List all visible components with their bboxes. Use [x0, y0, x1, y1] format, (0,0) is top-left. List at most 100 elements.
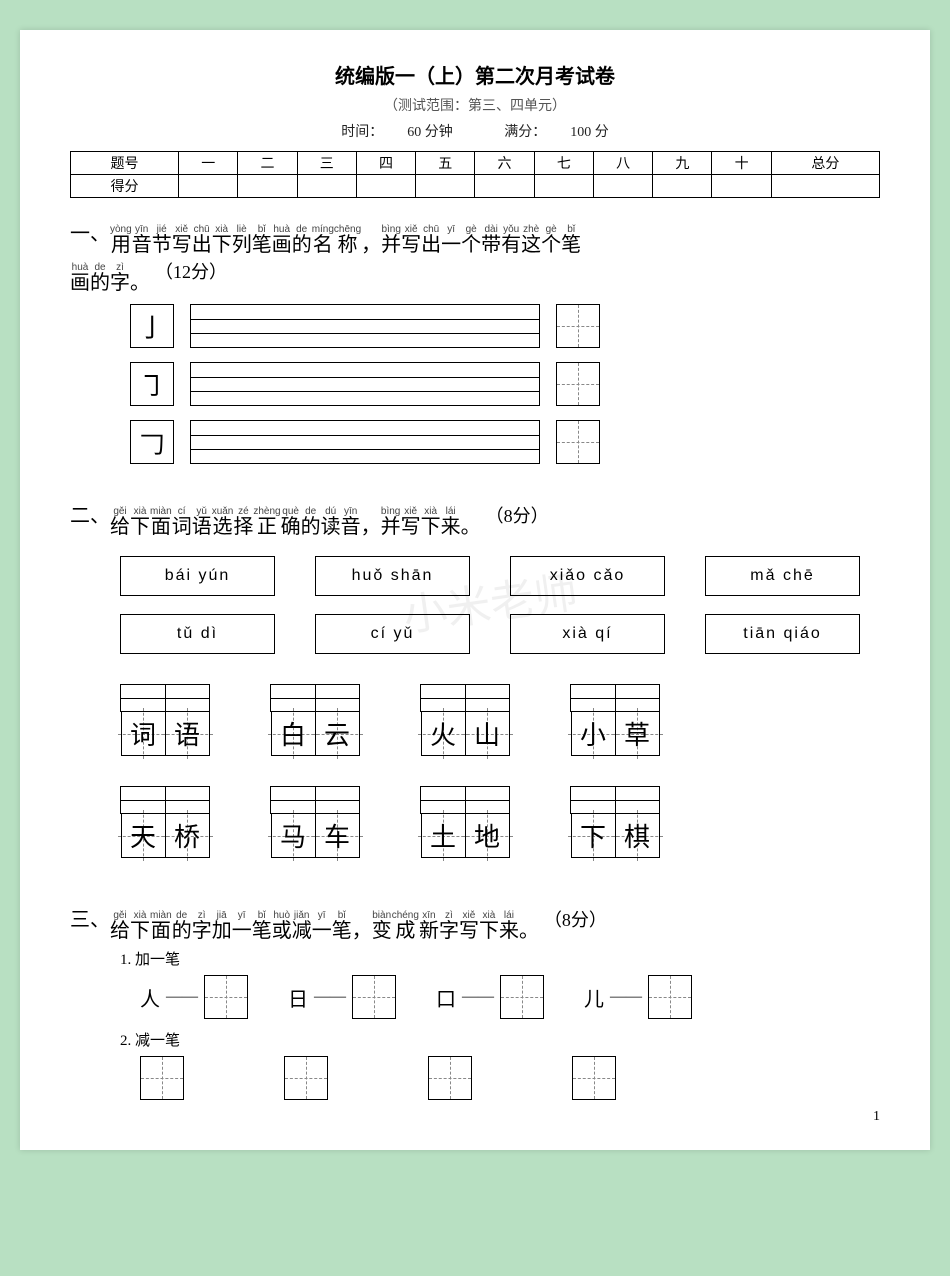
q2-words-row2: 天桥马车土地下棋 — [120, 786, 880, 858]
char-cell: 白 — [271, 711, 316, 756]
ruby-char: jiā加 — [212, 911, 232, 943]
char-cell: 火 — [421, 711, 466, 756]
char-cell: 语 — [165, 711, 210, 756]
word-block: 土地 — [420, 786, 510, 858]
write-box — [140, 1056, 184, 1100]
q2-points: （8分） — [486, 506, 549, 526]
ruby-char: huà画 — [272, 225, 292, 257]
time-label: 时间： — [341, 125, 383, 140]
ruby-char: bǐ笔 — [332, 911, 352, 943]
pinyin-grid — [420, 786, 510, 814]
score-blank-cell — [238, 175, 297, 198]
ruby-char: dú读 — [321, 507, 341, 539]
ruby-char: xiě写 — [459, 911, 479, 943]
write-box — [352, 975, 396, 1019]
write-box — [648, 975, 692, 1019]
pinyin-option: tǔ dì — [120, 614, 275, 654]
stroke-row: 𠃌 — [130, 420, 880, 464]
word-block: 词语 — [120, 684, 210, 756]
score-header-cell: 三 — [297, 152, 356, 175]
score-header-cell: 五 — [416, 152, 475, 175]
ruby-char: chū出 — [421, 225, 441, 257]
ruby-char: bǐ笔 — [561, 225, 581, 257]
ruby-char: xià下 — [421, 507, 441, 539]
q3-item: 口—— — [436, 975, 544, 1019]
q1-heading-line2: huà画de的zì字 。 （12分） — [70, 250, 880, 294]
q2-options-row1: bái yúnhuǒ shānxiǎo cǎomǎ chē — [120, 556, 880, 596]
write-box — [556, 362, 600, 406]
pinyin-option: xià qí — [510, 614, 665, 654]
q3-item — [140, 1056, 184, 1100]
pinyin-grid — [570, 684, 660, 712]
q3-item — [428, 1056, 472, 1100]
ruby-char: zì字 — [439, 911, 459, 943]
ruby-char: 。 — [519, 911, 539, 943]
score-header-cell: 总分 — [771, 152, 879, 175]
ruby-char: huà画 — [70, 263, 90, 295]
ruby-char: gěi给 — [110, 507, 130, 539]
ruby-char: zhèng正 — [253, 507, 280, 539]
ruby-char: xià下 — [130, 911, 150, 943]
ruby-char: 。 — [130, 263, 150, 295]
page-subtitle: （测试范围：第三、四单元） — [70, 95, 880, 115]
ruby-char: de的 — [90, 263, 110, 295]
pinyin-option: huǒ shān — [315, 556, 470, 596]
q3-row2 — [140, 1056, 880, 1100]
pinyin-write-box — [190, 362, 540, 406]
ruby-char: lái来 — [441, 507, 461, 539]
ruby-char: miàn面 — [150, 507, 172, 539]
q3-item — [572, 1056, 616, 1100]
ruby-char: xià下 — [130, 507, 150, 539]
q2-options-row2: tǔ dìcí yǔxià qítiān qiáo — [120, 614, 880, 654]
pinyin-grid — [270, 786, 360, 814]
score-blank-cell — [534, 175, 593, 198]
write-box — [572, 1056, 616, 1100]
ruby-char: liè列 — [232, 225, 252, 257]
q3-item — [284, 1056, 328, 1100]
ruby-char: zì字 — [110, 263, 130, 295]
time-value: 60 分钟 — [407, 125, 453, 140]
q1-points: （12分） — [155, 262, 227, 282]
score-blank-cell — [653, 175, 712, 198]
ruby-char: yī一 — [232, 911, 252, 943]
score-header-cell: 四 — [356, 152, 415, 175]
pinyin-write-box — [190, 420, 540, 464]
q2-words-row1: 词语白云火山小草 — [120, 684, 880, 756]
ruby-char: cí词 — [172, 507, 192, 539]
score-header-cell: 七 — [534, 152, 593, 175]
ruby-char: zé择 — [233, 507, 253, 539]
score-table: 题号一二三四五六七八九十总分 得分 — [70, 151, 880, 198]
score-blank-cell — [179, 175, 238, 198]
ruby-char: què确 — [281, 507, 301, 539]
ruby-char: yī一 — [312, 911, 332, 943]
ruby-char: de的 — [301, 507, 321, 539]
ruby-char: bìng并 — [381, 225, 401, 257]
score-blank-cell — [416, 175, 475, 198]
score-blank-cell — [475, 175, 534, 198]
score-header-cell: 二 — [238, 152, 297, 175]
char-cell: 小 — [571, 711, 616, 756]
char-cell: 云 — [315, 711, 360, 756]
q2-heading: 二、gěi给xià下miàn面cí词yǔ语xuǎn选zé择zhèng正què确d… — [70, 494, 880, 538]
ruby-char: xīn新 — [419, 911, 439, 943]
ruby-char: xuǎn选 — [212, 507, 234, 539]
ruby-char: gè个 — [461, 225, 481, 257]
pinyin-option: xiǎo cǎo — [510, 556, 665, 596]
ruby-char: ， — [361, 507, 381, 539]
ruby-char: bìng并 — [381, 507, 401, 539]
char-cell: 车 — [315, 813, 360, 858]
word-block: 马车 — [270, 786, 360, 858]
ruby-char: zì字 — [192, 911, 212, 943]
char-cell: 棋 — [615, 813, 660, 858]
char-cell: 天 — [121, 813, 166, 858]
ruby-char: bǐ笔 — [252, 911, 272, 943]
pinyin-option: tiān qiáo — [705, 614, 860, 654]
ruby-char: 。 — [461, 507, 481, 539]
q3-sub1: 1. 加一笔 — [120, 948, 880, 969]
pinyin-grid — [570, 786, 660, 814]
q3-points: （8分） — [544, 910, 607, 930]
ruby-char: dài带 — [481, 225, 501, 257]
ruby-char: yǒu有 — [501, 225, 521, 257]
ruby-char: ， — [352, 911, 372, 943]
word-block: 下棋 — [570, 786, 660, 858]
